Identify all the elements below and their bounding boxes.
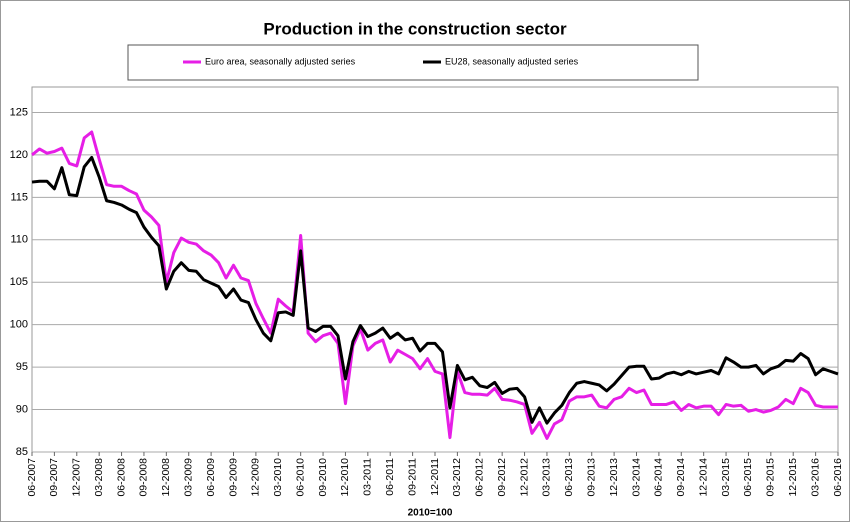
x-tick-label: 06-2014 xyxy=(653,458,665,497)
x-tick-label: 06-2010 xyxy=(294,458,306,497)
x-tick-label: 06-2009 xyxy=(205,458,217,497)
x-tick-label: 06-2013 xyxy=(563,458,575,497)
x-tick-label: 09-2013 xyxy=(586,458,598,497)
y-tick-label: 100 xyxy=(10,319,28,331)
x-tick-label: 03-2013 xyxy=(541,458,553,497)
x-tick-label: 12-2015 xyxy=(787,458,799,497)
x-tick-label: 06-2012 xyxy=(474,458,486,497)
x-tick-label: 06-2011 xyxy=(384,458,396,496)
chart-title: Production in the construction sector xyxy=(263,19,567,38)
x-tick-label: 12-2013 xyxy=(608,458,620,497)
legend-label: Euro area, seasonally adjusted series xyxy=(205,56,356,66)
x-tick-label: 03-2011 xyxy=(362,458,374,496)
x-tick-label: 03-2016 xyxy=(809,458,821,497)
y-tick-label: 125 xyxy=(10,106,28,118)
y-tick-label: 110 xyxy=(10,234,28,246)
x-tick-label: 06-2007 xyxy=(26,458,38,497)
x-tick-label: 06-2016 xyxy=(832,458,844,497)
legend-label: EU28, seasonally adjusted series xyxy=(445,56,579,66)
x-tick-label: 12-2014 xyxy=(697,458,709,497)
series-line xyxy=(31,155,839,425)
x-tick-label: 12-2008 xyxy=(160,458,172,497)
x-tick-label: 03-2009 xyxy=(183,458,195,497)
y-tick-label: 105 xyxy=(10,276,28,288)
y-tick-label: 90 xyxy=(16,403,28,415)
x-tick-label: 09-2015 xyxy=(765,458,777,497)
x-tick-label: 12-2010 xyxy=(339,458,351,497)
x-tick-label: 06-2015 xyxy=(742,458,754,497)
x-tick-label: 03-2012 xyxy=(451,458,463,497)
x-tick-label: 09-2007 xyxy=(48,458,60,497)
x-axis-label: 2010=100 xyxy=(408,508,453,519)
x-tick-label: 03-2015 xyxy=(720,458,732,497)
y-tick-label: 95 xyxy=(16,361,28,373)
y-tick-label: 120 xyxy=(10,149,28,161)
x-tick-label: 12-2009 xyxy=(250,458,262,497)
x-tick-label: 09-2010 xyxy=(317,458,329,497)
legend-box xyxy=(127,44,699,81)
x-tick-label: 12-2011 xyxy=(429,458,441,496)
x-tick-label: 09-2014 xyxy=(675,458,687,497)
x-tick-label: 12-2007 xyxy=(71,458,83,497)
y-tick-label: 115 xyxy=(10,191,28,203)
y-tick-label: 85 xyxy=(16,446,28,458)
x-tick-label: 06-2008 xyxy=(115,458,127,497)
x-tick-label: 09-2012 xyxy=(496,458,508,497)
x-tick-label: 12-2012 xyxy=(518,458,530,497)
x-tick-label: 03-2014 xyxy=(630,458,642,497)
x-tick-label: 03-2010 xyxy=(272,458,284,497)
x-tick-label: 09-2011 xyxy=(406,458,418,496)
x-tick-label: 03-2008 xyxy=(93,458,105,497)
x-tick-label: 09-2008 xyxy=(138,458,150,497)
x-tick-label: 09-2009 xyxy=(227,458,239,497)
